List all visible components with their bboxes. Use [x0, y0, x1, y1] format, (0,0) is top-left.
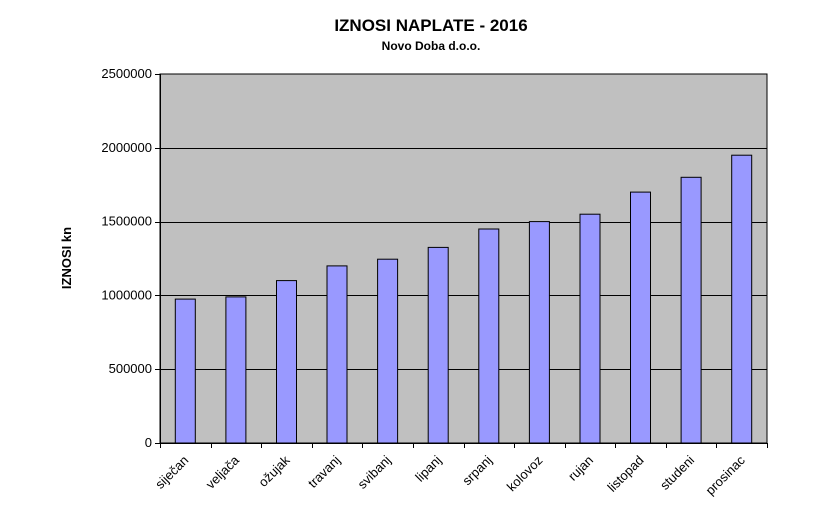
bar-2 [276, 280, 297, 444]
x-tick-label-11: prosinac [702, 452, 748, 498]
bar-10 [680, 176, 702, 444]
y-tick-labels: 0 500000 1000000 1500000 2000000 2500000 [101, 66, 152, 450]
bar-1 [225, 296, 247, 444]
y-axis-label: IZNOSI kn [59, 227, 74, 289]
x-tick-label-6: srpanj [459, 452, 495, 488]
axes [155, 74, 768, 448]
gridlines [160, 148, 767, 370]
y-tick-label-3: 1500000 [101, 214, 152, 229]
bar-9 [630, 191, 651, 444]
x-tick-label-0: siječan [152, 453, 191, 492]
bar-6 [478, 228, 500, 444]
plot-area [159, 73, 768, 444]
x-tick-label-1: veljača [203, 452, 243, 492]
x-tick-labels: siječan veljača ožujak travanj svibanj lipanj… [152, 452, 748, 498]
bar-0 [174, 298, 196, 444]
x-tick-label-9: listopad [604, 453, 646, 495]
y-tick-label-0: 0 [145, 435, 152, 450]
bar-5 [427, 246, 449, 444]
x-tick-label-4: svibanj [354, 452, 393, 491]
bar-11 [731, 154, 753, 444]
x-tick-label-10: studeni [657, 452, 697, 492]
y-tick-label-2: 1000000 [101, 287, 152, 302]
bar-8 [579, 213, 601, 444]
y-tick-label-5: 2500000 [101, 66, 152, 81]
x-tick-label-3: travanj [305, 452, 343, 490]
y-tick-label-1: 500000 [109, 361, 152, 376]
bars [174, 154, 753, 444]
bar-7 [528, 221, 550, 444]
x-tick-label-8: rujan [565, 453, 596, 484]
chart-title: IZNOSI NAPLATE - 2016 [334, 16, 527, 35]
chart-subtitle: Novo Doba d.o.o. [382, 39, 481, 53]
x-tick-label-7: kolovoz [504, 453, 546, 495]
x-tick-label-2: ožujak [255, 452, 293, 490]
x-tick-label-5: lipanj [412, 452, 444, 484]
bar-4 [377, 258, 399, 444]
bar-3 [326, 265, 348, 444]
y-tick-label-4: 2000000 [101, 140, 152, 155]
